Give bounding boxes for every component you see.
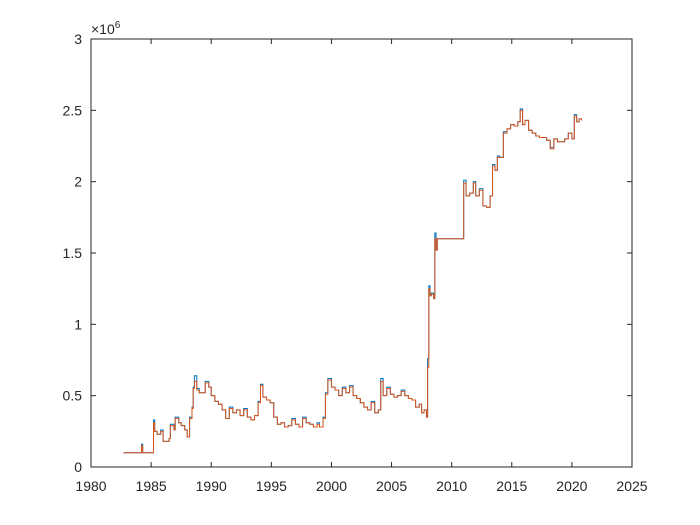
- x-tick-label: 1980: [75, 478, 106, 494]
- y-exponent-label: ×106: [91, 20, 121, 37]
- y-tick-label: 0: [74, 459, 82, 475]
- x-tick-label: 2020: [556, 478, 587, 494]
- plot-area: [91, 39, 632, 467]
- x-tick-label: 2025: [616, 478, 647, 494]
- x-tick-label: 1990: [196, 478, 227, 494]
- x-tick-label: 1985: [136, 478, 167, 494]
- y-tick-label: 2.5: [63, 102, 83, 118]
- tick-marks: [90, 38, 633, 468]
- y-exponent-power: 6: [115, 20, 121, 31]
- y-tick-label: 3: [74, 31, 82, 47]
- x-tick-labels: 1980 1985 1990 1995 2000 2005 2010 2015 2020 2025: [75, 478, 647, 494]
- x-tick-label: 1995: [256, 478, 287, 494]
- y-tick-label: 2: [74, 174, 82, 190]
- y-tick-label: 1: [74, 316, 82, 332]
- series-layer: [123, 108, 583, 454]
- y-exponent-base: ×10: [91, 21, 115, 37]
- x-tick-label: 2000: [316, 478, 347, 494]
- y-tick-label: 1.5: [63, 245, 83, 261]
- axes-box: [90, 38, 633, 468]
- y-tick-label: 0.5: [63, 388, 83, 404]
- y-tick-labels: 0 0.5 1 1.5 2 2.5 3: [63, 31, 83, 475]
- x-tick-label: 2015: [496, 478, 527, 494]
- series-line-2: [123, 109, 583, 454]
- x-tick-label: 2005: [376, 478, 407, 494]
- x-tick-label: 2010: [436, 478, 467, 494]
